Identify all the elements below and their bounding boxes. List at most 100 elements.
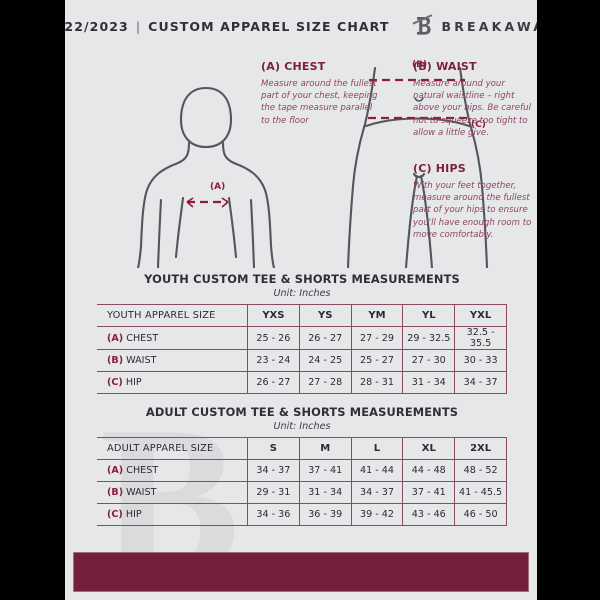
table-row: (A) CHEST 34 - 37 37 - 41 41 - 44 44 - 4… [97,459,507,482]
adult-cell-2-2: 39 - 42 [350,503,404,526]
table-row: (A) CHEST 25 - 26 26 - 27 27 - 29 29 - 3… [97,326,507,350]
hips-marker-label: (C) [471,120,486,130]
youth-size-header-0: YXS [247,304,300,327]
callout-chest: (A) CHEST Measure around the fullest par… [261,60,379,127]
adult-row-2-name: HIP [125,509,142,520]
adult-cell-0-4: 48 - 52 [454,459,507,482]
adult-section-unit: Unit: Inches [273,421,331,432]
callout-hips: (C) HIPS With your feet together, measur… [413,162,535,241]
brand-name: BREAKAWAY [441,18,537,34]
header-title: CUSTOM APPAREL SIZE CHART [148,18,390,34]
adult-row-1-tag: (B) [107,487,124,498]
page-header: 2022/2023 | CUSTOM APPAREL SIZE CHART BREA… [65,0,537,52]
callout-hips-body: With your feet together, measure around … [413,181,532,240]
youth-header-label: YOUTH APPAREL SIZE [97,304,248,327]
youth-cell-0-0: 25 - 26 [247,326,300,350]
youth-cell-1-0: 23 - 24 [247,349,300,372]
callout-waist-body: Measure around your natural waistline – … [413,79,531,138]
adult-cell-1-4: 41 - 45.5 [454,481,507,504]
head-outline [179,86,233,149]
callout-hips-heading: (C) HIPS [413,162,466,175]
youth-size-header-1: YS [298,304,352,327]
adult-size-header-4: 2XL [454,437,507,460]
table-row: (B) WAIST 29 - 31 31 - 34 34 - 37 37 - 4… [97,481,507,504]
youth-cell-0-2: 27 - 29 [350,326,404,350]
size-chart-page: B 2022/2023|CUSTOM APPAREL SIZE CHART BR… [65,0,537,600]
adult-row-2-tag: (C) [107,509,123,520]
adult-cell-1-2: 34 - 37 [350,481,404,504]
youth-row-1-tag: (B) [107,355,124,366]
hip-seam-curve [364,117,471,128]
footer-bar [73,552,529,592]
youth-cell-1-3: 27 - 30 [402,349,456,372]
youth-cell-2-0: 26 - 27 [247,371,300,394]
adult-cell-2-1: 36 - 39 [298,503,352,526]
youth-size-table: YOUTH APPAREL SIZE YXS YS YM YL YXL (A) … [97,304,507,394]
adult-row-1-label: (B) WAIST [97,481,248,504]
chest-marker-label: (A) [210,182,226,192]
youth-row-2-tag: (C) [107,377,123,388]
adult-size-header-0: S [247,437,300,460]
right-torso-line [227,196,238,259]
left-torso-line [174,196,185,259]
youth-row-1-name: WAIST [126,355,157,366]
youth-size-header-2: YM [350,304,404,327]
left-inner-arm-line [156,198,163,268]
youth-row-2-name: HIP [125,377,142,388]
waist-marker-label: (B) [412,60,428,70]
table-row: (B) WAIST 23 - 24 24 - 25 25 - 27 27 - 3… [97,349,507,372]
adult-row-2-label: (C) HIP [97,503,248,526]
youth-row-2-label: (C) HIP [97,371,248,394]
youth-cell-0-1: 26 - 27 [298,326,352,350]
header-separator: | [135,18,142,34]
crotch-arc [412,172,426,179]
youth-row-0-tag: (A) [107,332,124,344]
adult-header-label: ADULT APPAREL SIZE [97,437,248,460]
adult-cell-1-0: 29 - 31 [247,481,300,504]
adult-cell-2-4: 46 - 50 [454,503,507,526]
youth-cell-1-2: 25 - 27 [350,349,404,372]
youth-cell-0-3: 29 - 32.5 [402,326,456,350]
youth-cell-2-4: 34 - 37 [454,371,507,394]
table-row: (C) HIP 34 - 36 36 - 39 39 - 42 43 - 46 … [97,503,507,526]
lower-body-right-outline [458,66,489,268]
right-shoulder-arm-outline [221,141,276,268]
youth-cell-0-4: 32.5 - 35.5 [454,326,507,350]
callout-chest-heading: (A) CHEST [261,60,326,73]
youth-size-header-3: YL [402,304,456,327]
chest-arrow-right-icon [221,197,229,208]
youth-cell-2-1: 27 - 28 [298,371,352,394]
youth-cell-2-2: 28 - 31 [350,371,404,394]
youth-cell-1-1: 24 - 25 [298,349,352,372]
brand-logo: BREAKAWAY [411,13,537,39]
adult-row-0-tag: (A) [107,465,124,476]
adult-row-0-name: CHEST [126,465,159,476]
youth-cell-1-4: 30 - 33 [454,349,507,372]
breakaway-b-logo-icon [412,14,433,35]
adult-cell-2-0: 34 - 36 [247,503,300,526]
adult-size-table: ADULT APPAREL SIZE S M L XL 2XL (A) CHES… [97,437,507,526]
youth-cell-2-3: 31 - 34 [402,371,456,394]
adult-size-header-2: L [350,437,404,460]
adult-cell-0-0: 34 - 37 [247,459,300,482]
header-title-group: 2022/2023 | CUSTOM APPAREL SIZE CHART [65,19,389,34]
table-header-row: ADULT APPAREL SIZE S M L XL 2XL [97,437,507,460]
adult-size-header-1: M [298,437,352,460]
adult-row-1-name: WAIST [126,487,157,498]
left-shoulder-arm-outline [136,141,191,268]
adult-cell-1-1: 31 - 34 [298,481,352,504]
chest-arrow-left-icon [186,197,194,208]
right-inseam-line [419,174,434,268]
table-header-row: YOUTH APPAREL SIZE YXS YS YM YL YXL [97,304,507,327]
adult-cell-0-3: 44 - 48 [402,459,456,482]
youth-size-header-4: YXL [454,304,507,327]
body-figures-svg [136,66,489,268]
lower-body-left-outline [346,66,377,268]
adult-cell-2-3: 43 - 46 [402,503,456,526]
callout-waist: (B) WAIST Measure around your natural wa… [413,60,531,139]
adult-cell-0-2: 41 - 44 [350,459,404,482]
left-inseam-line [404,174,419,268]
youth-section: YOUTH CUSTOM TEE & SHORTS MEASUREMENTS U… [97,272,507,394]
youth-row-0-name: CHEST [126,332,159,344]
adult-section-title: ADULT CUSTOM TEE & SHORTS MEASUREMENTS [145,405,459,419]
